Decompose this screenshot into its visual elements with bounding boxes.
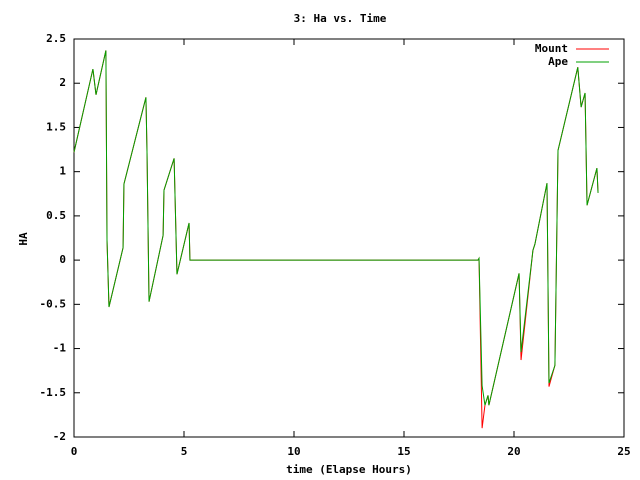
y-tick-label: 2	[59, 76, 66, 89]
y-tick-label: 0	[59, 253, 66, 266]
y-tick-label: 2.5	[46, 32, 66, 45]
x-tick-label: 25	[617, 445, 630, 458]
x-tick-label: 20	[507, 445, 520, 458]
y-tick-label: 0.5	[46, 209, 66, 222]
y-axis-label: HA	[17, 232, 30, 246]
y-tick-label: -0.5	[40, 297, 67, 310]
series-line	[73, 50, 599, 406]
y-tick-label: 1	[59, 165, 66, 178]
x-axis-label: time (Elapse Hours)	[286, 463, 412, 476]
y-tick-label: -1	[53, 342, 67, 355]
y-tick-label: -1.5	[40, 386, 67, 399]
legend-label: Mount	[535, 42, 568, 55]
y-tick-label: 1.5	[46, 120, 66, 133]
x-tick-label: 0	[71, 445, 78, 458]
x-tick-label: 15	[397, 445, 410, 458]
x-tick-label: 5	[181, 445, 188, 458]
legend-label: Ape	[548, 55, 568, 68]
plot-border	[73, 38, 625, 438]
x-tick-label: 10	[287, 445, 300, 458]
chart-title: 3: Ha vs. Time	[294, 12, 387, 25]
y-tick-label: -2	[53, 430, 66, 443]
